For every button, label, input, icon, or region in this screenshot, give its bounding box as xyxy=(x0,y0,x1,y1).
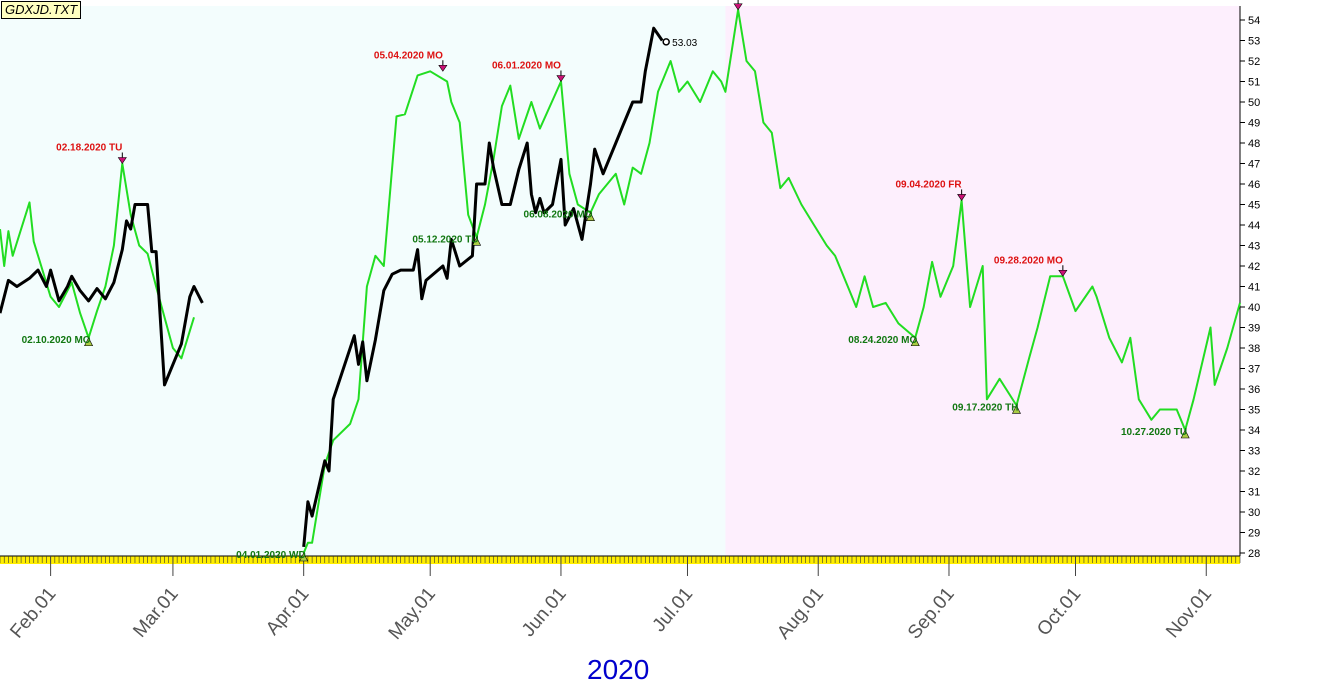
trough-label: 04.01.2020 WD xyxy=(236,550,306,561)
peak-label: 09.28.2020 MO xyxy=(994,255,1063,266)
peak-marker xyxy=(438,64,448,72)
price-line xyxy=(302,26,664,548)
series-lines: 53.03 xyxy=(0,8,1241,554)
y-tick-label: 45 xyxy=(1248,200,1260,212)
trough-label: 05.12.2020 TU xyxy=(412,234,478,245)
trough-marker xyxy=(910,337,920,347)
last-value-marker xyxy=(662,38,670,46)
cycle-line xyxy=(0,162,195,360)
y-tick-label: 36 xyxy=(1248,384,1260,396)
y-tick-label: 32 xyxy=(1248,466,1260,478)
trough-marker xyxy=(84,337,94,347)
y-tick-label: 39 xyxy=(1248,323,1260,335)
y-tick-label: 35 xyxy=(1248,405,1260,417)
trough-marker xyxy=(472,236,482,246)
trough-marker xyxy=(1180,429,1190,439)
y-tick-label: 38 xyxy=(1248,343,1260,355)
y-tick-label: 40 xyxy=(1248,302,1260,314)
y-tick-label: 49 xyxy=(1248,118,1260,130)
y-tick-label: 53 xyxy=(1248,36,1260,48)
y-tick-label: 50 xyxy=(1248,97,1260,109)
trough-label: 10.27.2020 TU xyxy=(1121,427,1187,438)
x-tick-label: Mar.01 xyxy=(129,584,182,642)
x-tick-label: Jul.01 xyxy=(649,584,698,636)
x-tick-label: Aug.01 xyxy=(773,584,828,644)
x-tick-label: Feb.01 xyxy=(6,584,60,643)
y-tick-label: 44 xyxy=(1248,220,1260,232)
y-tick-label: 28 xyxy=(1248,548,1260,560)
peak-label: 05.04.2020 MO xyxy=(374,50,443,61)
y-tick-label: 34 xyxy=(1248,425,1260,437)
y-tick-label: 42 xyxy=(1248,261,1260,273)
trough-label: 02.10.2020 MO xyxy=(22,335,91,346)
background-regions xyxy=(0,6,1240,556)
trough-label: 09.17.2020 TH xyxy=(952,402,1018,413)
cycle-line xyxy=(302,8,1241,554)
y-tick-label: 51 xyxy=(1248,77,1260,89)
peak-marker xyxy=(556,75,566,83)
y-tick-label: 48 xyxy=(1248,138,1260,150)
trough-marker xyxy=(585,212,595,221)
x-tick-label: Sep.01 xyxy=(904,584,959,644)
y-tick-label: 43 xyxy=(1248,241,1260,253)
x-tick-label: Nov.01 xyxy=(1162,584,1216,643)
x-tick-label: May.01 xyxy=(385,584,440,644)
y-tick-label: 33 xyxy=(1248,446,1260,458)
y-tick-label: 30 xyxy=(1248,507,1260,519)
y-tick-label: 29 xyxy=(1248,528,1260,540)
y-tick-label: 37 xyxy=(1248,364,1260,376)
y-tick-label: 46 xyxy=(1248,179,1260,191)
peak-label: 02.18.2020 TU xyxy=(56,143,122,154)
last-value-label: 53.03 xyxy=(672,38,697,49)
peak-label: 06.01.2020 MO xyxy=(492,61,561,72)
y-tick-label: 47 xyxy=(1248,159,1260,171)
y-tick-label: 54 xyxy=(1248,15,1260,27)
trough-label: 06.08.2020 MO xyxy=(524,210,593,221)
peak-marker xyxy=(733,3,743,11)
price-line xyxy=(0,203,204,387)
y-tick-label: 41 xyxy=(1248,282,1260,294)
file-name-label: GDXJD.TXT xyxy=(1,1,82,19)
cycle-annotations: 02.18.2020 TU 02.10.2020 MO 04.01.2020 WD 0… xyxy=(22,0,1190,562)
x-tick-label: Apr.01 xyxy=(262,584,313,640)
trough-label: 08.24.2020 MO xyxy=(848,335,917,346)
trough-marker xyxy=(1011,404,1021,414)
y-tick-label: 52 xyxy=(1248,56,1260,68)
background-region xyxy=(0,6,726,556)
peak-label: 09.04.2020 FR xyxy=(895,179,962,190)
y-tick-label: 31 xyxy=(1248,487,1260,499)
peak-marker xyxy=(117,157,127,165)
peak-marker xyxy=(957,194,967,201)
year-label: 2020 xyxy=(587,654,650,685)
x-tick-label: Oct.01 xyxy=(1033,584,1085,640)
peak-marker xyxy=(1058,269,1068,277)
x-tick-label: Jun.01 xyxy=(518,584,571,641)
trough-marker xyxy=(299,552,309,562)
